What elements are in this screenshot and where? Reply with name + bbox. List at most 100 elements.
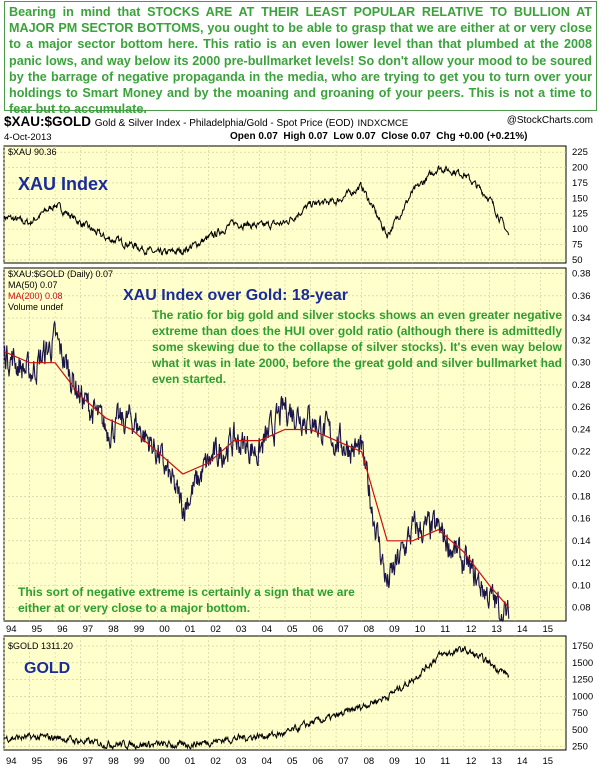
x-tick-label: 06 — [313, 624, 324, 635]
x-tick-label: 03 — [236, 756, 247, 767]
x-tick-label: 15 — [542, 756, 553, 767]
y-tick-label: 0.08 — [572, 603, 591, 614]
x-tick-label: 02 — [210, 624, 221, 635]
ma200-line — [3, 350, 510, 608]
x-tick-label: 04 — [261, 756, 272, 767]
x-tick-label: 07 — [338, 624, 349, 635]
gold-panel: 250 500 750 1000 1250 1500 1750 — [3, 635, 593, 753]
ratio-panel: 0.08 0.10 0.12 0.14 0.16 0.18 0.20 0.22 0.24 0.26… — [3, 267, 591, 623]
xau-value-label: $XAU 90.36 — [8, 147, 57, 157]
x-tick-label: 00 — [159, 756, 170, 767]
y-tick-label: 0.38 — [572, 269, 591, 280]
x-tick-label: 09 — [389, 624, 400, 635]
ratio-legend-1: MA(50) 0.07 — [8, 280, 58, 290]
x-tick-label: 05 — [287, 756, 298, 767]
x-tick-label: 98 — [108, 756, 119, 767]
y-tick-label: 50 — [572, 255, 583, 266]
y-tick-label: 200 — [572, 163, 588, 174]
x-tick-label: 03 — [236, 624, 247, 635]
x-tick-label: 09 — [389, 756, 400, 767]
high-value: High 0.07 — [283, 131, 328, 142]
ohlc-readout: Open 0.07 High 0.07 Low 0.07 Close 0.07 … — [230, 131, 527, 142]
y-tick-label: 150 — [572, 193, 588, 204]
y-tick-label: 125 — [572, 209, 588, 220]
x-tick-label: 11 — [440, 756, 450, 767]
ratio-series-line — [3, 320, 510, 623]
close-value: Close 0.07 — [381, 131, 431, 142]
x-tick-label: 14 — [517, 756, 528, 767]
x-tick-label: 08 — [364, 624, 375, 635]
y-tick-label: 0.14 — [572, 536, 591, 547]
x-tick-label: 10 — [415, 624, 426, 635]
x-tick-label: 07 — [338, 756, 349, 767]
gold-x-axis: 94 95 96 97 98 99 00 01 02 03 04 05 06 07 08 09 10 11 12 13… — [6, 756, 553, 767]
ratio-legend-2: MA(200) 0.08 — [8, 291, 63, 301]
ratio-legend-0: $XAU:$GOLD (Daily) 0.07 — [8, 269, 114, 279]
y-tick-label: 250 — [572, 742, 588, 753]
x-tick-label: 96 — [57, 756, 68, 767]
y-tick-label: 500 — [572, 725, 588, 736]
xau-title: XAU Index — [18, 174, 109, 194]
y-tick-label: 0.12 — [572, 558, 591, 569]
y-tick-label: 0.34 — [572, 313, 591, 324]
ratio-title: XAU Index over Gold: 18-year — [123, 287, 348, 304]
exchange: INDXCMCE — [357, 118, 409, 129]
y-tick-label: 0.36 — [572, 291, 591, 302]
x-tick-label: 95 — [32, 756, 43, 767]
x-tick-label: 06 — [313, 756, 324, 767]
y-tick-label: 0.18 — [572, 491, 591, 502]
y-tick-label: 0.22 — [572, 447, 591, 458]
x-tick-label: 01 — [185, 624, 196, 635]
y-tick-label: 100 — [572, 224, 588, 235]
y-tick-label: 75 — [572, 240, 583, 251]
x-tick-label: 94 — [6, 624, 17, 635]
ratio-note: The ratio for big gold and silver stocks… — [152, 308, 562, 386]
y-tick-label: 0.26 — [572, 402, 591, 413]
chart-header: $XAU:$GOLD Gold & Silver Index - Philade… — [4, 114, 408, 129]
y-tick-label: 0.32 — [572, 335, 591, 346]
y-tick-label: 0.28 — [572, 380, 591, 391]
y-tick-label: 225 — [572, 147, 588, 158]
price-series-line — [3, 645, 510, 751]
x-tick-label: 14 — [517, 624, 528, 635]
chart-date: 4-Oct-2013 — [4, 132, 52, 143]
x-tick-label: 02 — [210, 756, 221, 767]
y-tick-label: 175 — [572, 178, 588, 189]
y-tick-label: 0.16 — [572, 514, 591, 525]
x-tick-label: 95 — [32, 624, 43, 635]
gold-title: GOLD — [24, 660, 71, 677]
y-tick-label: 750 — [572, 708, 588, 719]
x-tick-label: 13 — [491, 624, 502, 635]
x-tick-label: 94 — [6, 756, 17, 767]
y-tick-label: 0.30 — [572, 358, 591, 369]
x-tick-label: 05 — [287, 624, 298, 635]
x-tick-label: 98 — [108, 624, 119, 635]
source-credit: @StockCharts.com — [506, 115, 593, 126]
y-tick-label: 0.10 — [572, 580, 591, 591]
y-tick-label: 0.20 — [572, 469, 591, 480]
change-value: Chg +0.00 (+0.21%) — [436, 131, 528, 142]
ratio-legend-3: Volume undef — [8, 302, 64, 312]
x-tick-label: 97 — [83, 624, 94, 635]
x-tick-label: 99 — [134, 624, 145, 635]
x-tick-label: 08 — [364, 756, 375, 767]
symbol: $XAU:$GOLD — [4, 114, 92, 129]
ratio-x-axis: 94 95 96 97 98 99 00 01 02 03 04 05 06 07 08 09 10 11 12 13… — [6, 624, 553, 635]
y-tick-label: 1500 — [572, 658, 593, 669]
y-tick-label: 1750 — [572, 641, 593, 652]
intro-text: Bearing in mind that STOCKS ARE AT THEIR… — [9, 5, 592, 117]
x-tick-label: 10 — [415, 756, 426, 767]
xau-panel: 50 75 100 125 150 175 200 225 — [3, 145, 588, 266]
x-tick-label: 04 — [261, 624, 272, 635]
bottom-note: This sort of negative extreme is certain… — [18, 585, 355, 615]
y-tick-label: 1250 — [572, 675, 593, 686]
x-tick-label: 11 — [440, 624, 450, 635]
price-series-line — [3, 165, 510, 256]
gold-value-label: $GOLD 1311.20 — [8, 641, 73, 651]
open-value: Open 0.07 — [230, 131, 278, 142]
x-tick-label: 96 — [57, 624, 68, 635]
subtitle: Gold & Silver Index - Philadelphia/Gold … — [94, 118, 354, 129]
x-tick-label: 15 — [542, 624, 553, 635]
x-tick-label: 99 — [134, 756, 145, 767]
